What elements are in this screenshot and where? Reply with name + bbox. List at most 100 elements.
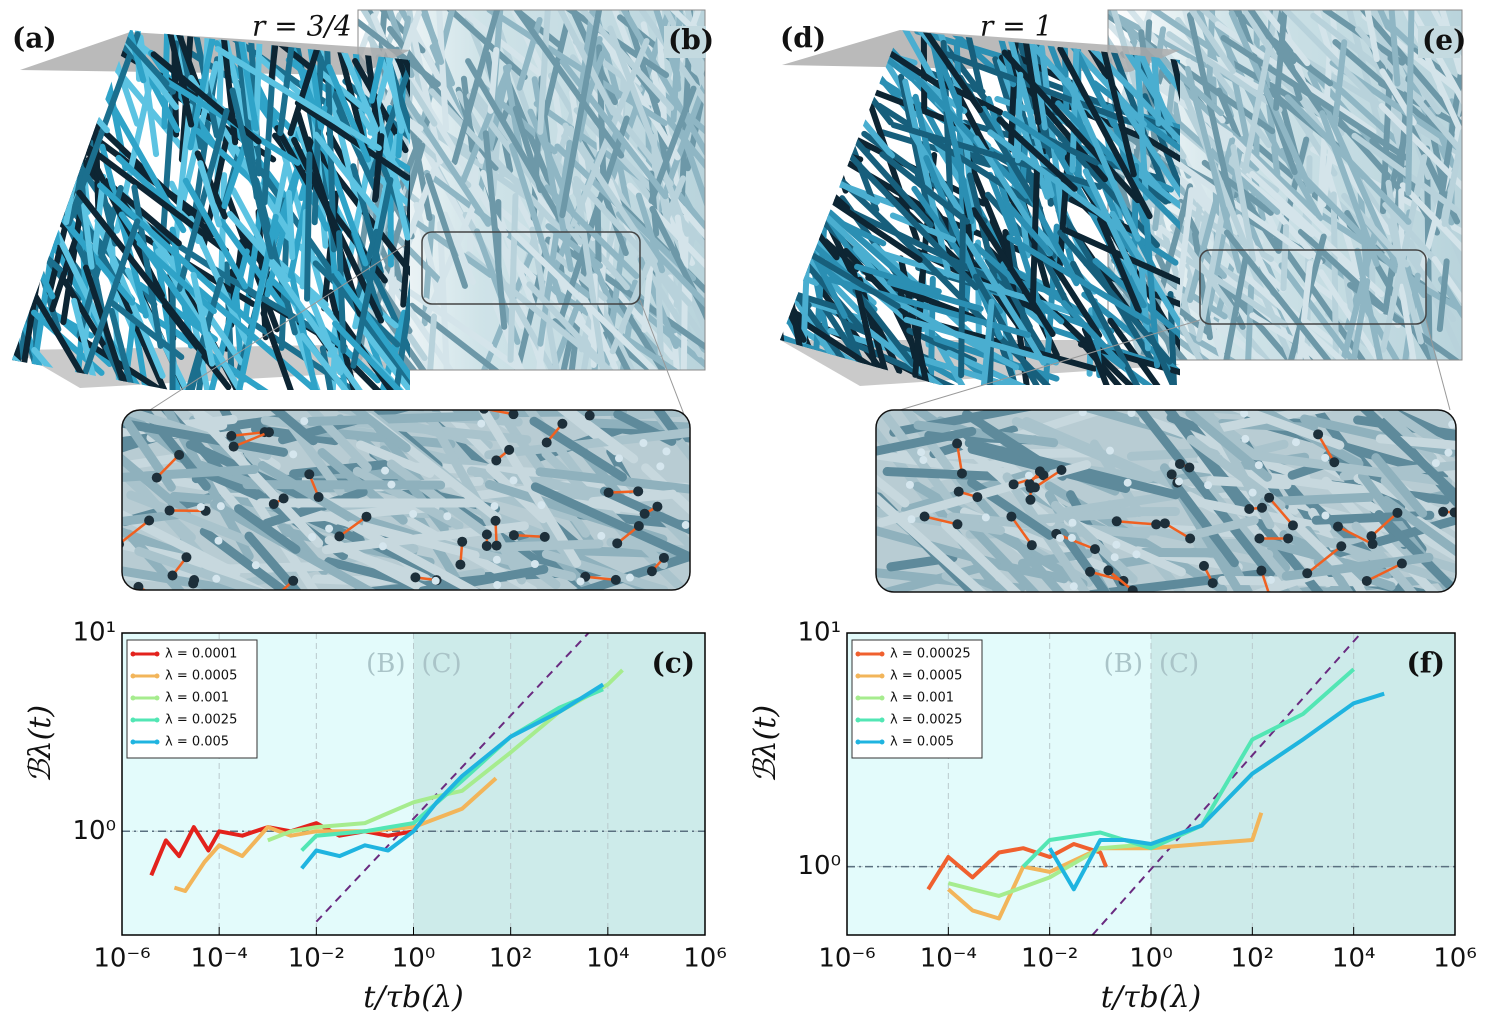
legend-label: λ = 0.00025 bbox=[890, 647, 971, 662]
rod bbox=[876, 558, 1005, 592]
rod bbox=[827, 327, 1029, 385]
rod bbox=[607, 25, 691, 237]
rod bbox=[1056, 138, 1073, 272]
series-line bbox=[300, 682, 605, 870]
rod bbox=[876, 459, 910, 508]
rod bbox=[81, 202, 95, 270]
contact bbox=[264, 427, 275, 438]
charts: (B) (C) 10⁻⁶ 10⁻⁴ 10⁻² 10⁰ 10² 10⁴ 10⁶ 10⁰ 10¹ (c) λ… bbox=[23, 618, 1477, 1016]
rod-end bbox=[1291, 438, 1300, 447]
contact bbox=[1207, 578, 1218, 589]
rod bbox=[1436, 258, 1450, 333]
rod bbox=[12, 207, 93, 390]
rod bbox=[996, 116, 1078, 192]
rod-end bbox=[597, 531, 606, 540]
panel-label: (f) bbox=[1406, 647, 1445, 680]
rod bbox=[297, 505, 480, 560]
rod bbox=[126, 490, 257, 548]
panel-label: (e) bbox=[1422, 24, 1466, 57]
rod bbox=[1097, 216, 1142, 315]
rod bbox=[897, 255, 946, 385]
zoom-line bbox=[639, 299, 691, 431]
rod bbox=[638, 10, 705, 105]
bond bbox=[231, 430, 265, 438]
rod bbox=[1287, 233, 1327, 360]
rod bbox=[1245, 283, 1255, 360]
rod bbox=[333, 309, 410, 390]
region-label: (C) bbox=[422, 649, 462, 679]
rod bbox=[852, 287, 916, 368]
rod bbox=[850, 267, 896, 385]
contact bbox=[491, 540, 502, 551]
contact bbox=[457, 536, 468, 547]
rod bbox=[257, 460, 364, 528]
rod bbox=[288, 272, 338, 390]
contact bbox=[1329, 457, 1340, 468]
contact bbox=[1302, 568, 1313, 579]
bond bbox=[1116, 520, 1157, 526]
rod-end bbox=[1067, 533, 1076, 542]
rod bbox=[250, 410, 345, 496]
rod-end bbox=[490, 502, 499, 511]
rod bbox=[1108, 122, 1239, 199]
contact bbox=[481, 540, 492, 551]
x-tick-label: 10⁻⁴ bbox=[191, 944, 248, 974]
rod bbox=[1297, 228, 1400, 323]
rod bbox=[257, 410, 318, 446]
rod bbox=[1011, 416, 1135, 473]
rod bbox=[262, 487, 368, 528]
rod bbox=[1060, 300, 1126, 369]
bond bbox=[155, 453, 181, 479]
x-tick-label: 10² bbox=[1231, 944, 1275, 974]
legend-dot bbox=[879, 695, 885, 701]
rod-end bbox=[251, 561, 260, 570]
rod bbox=[30, 228, 40, 355]
y-tick-label: 10¹ bbox=[72, 618, 116, 648]
rod bbox=[1364, 10, 1380, 63]
bond bbox=[1317, 433, 1336, 463]
contact bbox=[646, 566, 657, 577]
legend-dot bbox=[879, 739, 885, 745]
rod bbox=[334, 270, 410, 390]
rod bbox=[537, 139, 573, 347]
rod bbox=[299, 332, 358, 390]
rod bbox=[1399, 182, 1462, 253]
rod-end bbox=[919, 456, 928, 465]
contact bbox=[334, 531, 345, 542]
contact bbox=[1008, 479, 1019, 490]
rod bbox=[1278, 262, 1357, 360]
rod-end bbox=[615, 454, 624, 463]
rod bbox=[451, 10, 501, 166]
contact bbox=[410, 572, 421, 583]
rod bbox=[780, 68, 815, 197]
rod bbox=[970, 207, 1056, 338]
rod bbox=[324, 535, 514, 590]
rod bbox=[790, 137, 864, 163]
contact bbox=[1366, 531, 1377, 542]
rod bbox=[1246, 276, 1346, 360]
rod bbox=[1061, 226, 1180, 312]
contact bbox=[189, 575, 200, 586]
rod bbox=[549, 298, 583, 370]
contact bbox=[1367, 539, 1378, 550]
rod bbox=[545, 223, 603, 269]
rod bbox=[956, 474, 1102, 592]
rod-end bbox=[1069, 582, 1078, 591]
render bbox=[876, 410, 1456, 592]
rod bbox=[239, 478, 351, 590]
rod bbox=[350, 176, 394, 369]
rod bbox=[569, 89, 596, 242]
rod bbox=[122, 500, 241, 578]
rod bbox=[465, 58, 564, 224]
contact bbox=[652, 501, 663, 512]
legend-dot bbox=[130, 651, 136, 657]
rod bbox=[1107, 317, 1179, 385]
rod bbox=[134, 546, 273, 590]
rod bbox=[460, 63, 513, 184]
rod bbox=[1210, 410, 1394, 434]
x-tick-label: 10⁰ bbox=[1129, 944, 1173, 974]
region-label: (B) bbox=[1104, 649, 1143, 679]
contact bbox=[1198, 560, 1209, 571]
inset-frame bbox=[121, 409, 691, 591]
rod bbox=[564, 410, 639, 464]
